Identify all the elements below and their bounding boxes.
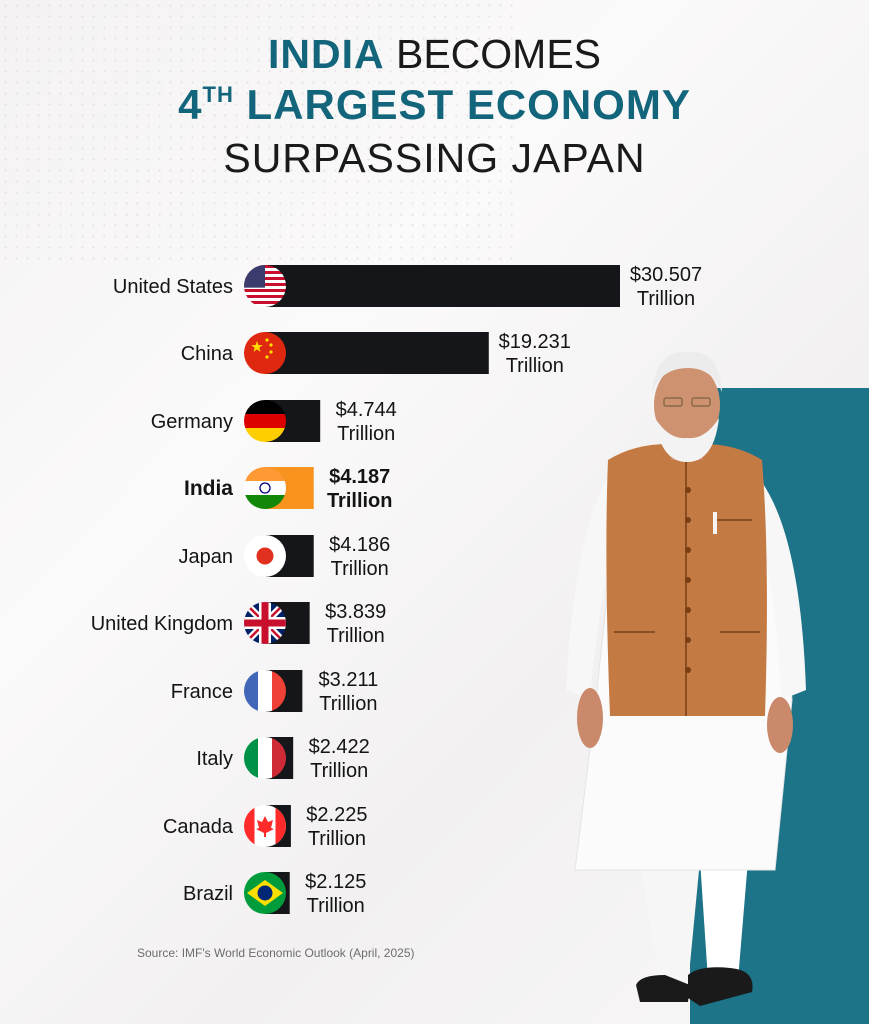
- unit-label: Trillion: [310, 760, 368, 782]
- unit-label: Trillion: [307, 895, 365, 917]
- unit-label: Trillion: [327, 625, 385, 647]
- brazil-flag-icon: [244, 872, 286, 914]
- value-label: $2.125: [305, 871, 366, 893]
- unit-label: Trillion: [331, 558, 389, 580]
- category-label: France: [171, 681, 233, 703]
- title-line-2: 4TH LARGEST ECONOMY: [178, 81, 691, 128]
- category-label: United States: [113, 276, 233, 298]
- france-flag-icon: [244, 670, 286, 712]
- value-label: $4.187: [329, 466, 390, 488]
- category-label: Canada: [163, 816, 234, 838]
- category-label: India: [184, 477, 233, 500]
- value-label: $2.422: [309, 736, 370, 758]
- unit-label: Trillion: [308, 828, 366, 850]
- category-label: Brazil: [183, 883, 233, 905]
- value-label: $2.225: [306, 804, 367, 826]
- india-flag-icon: [244, 467, 286, 509]
- title-line-3: SURPASSING JAPAN: [223, 135, 646, 181]
- category-label: Germany: [151, 411, 233, 433]
- source-note: Source: IMF's World Economic Outlook (Ap…: [137, 946, 415, 960]
- value-label: $30.507: [630, 264, 702, 286]
- unit-label: Trillion: [637, 288, 695, 310]
- bar: [265, 332, 489, 374]
- bar: [265, 265, 620, 307]
- value-label: $3.839: [325, 601, 386, 623]
- unit-label: Trillion: [337, 423, 395, 445]
- category-label: Japan: [179, 546, 234, 568]
- value-label: $3.211: [319, 669, 379, 691]
- dot-pattern: [0, 0, 520, 260]
- china-flag-icon: [244, 332, 286, 374]
- unit-label: Trillion: [506, 355, 564, 377]
- japan-flag-icon: [244, 535, 286, 577]
- canada-flag-icon: [244, 805, 286, 847]
- unit-label: Trillion: [327, 490, 393, 512]
- unit-label: Trillion: [319, 693, 377, 715]
- germany-flag-icon: [244, 400, 286, 442]
- uk-flag-icon: [244, 602, 286, 644]
- italy-flag-icon: [244, 737, 286, 779]
- value-label: $4.186: [329, 534, 390, 556]
- value-label: $19.231: [499, 331, 571, 353]
- category-label: China: [181, 343, 234, 365]
- value-label: $4.744: [336, 399, 397, 421]
- title-line-1: INDIA BECOMES: [267, 31, 602, 77]
- category-label: Italy: [196, 748, 233, 770]
- category-label: United Kingdom: [91, 613, 233, 635]
